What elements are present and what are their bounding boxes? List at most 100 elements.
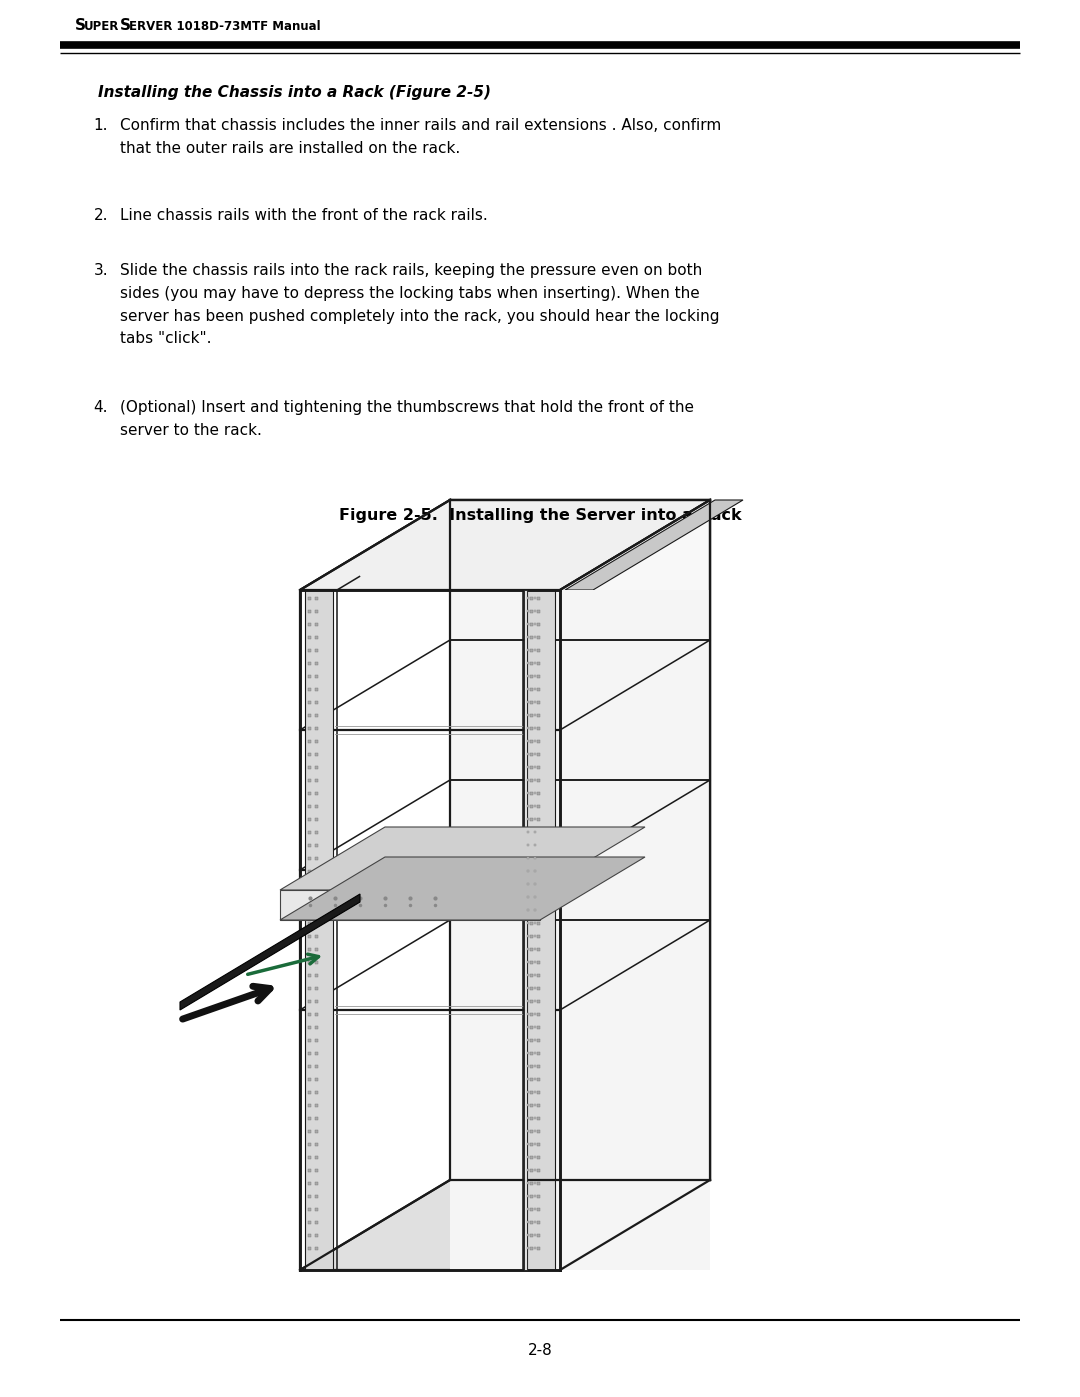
Bar [308, 999, 311, 1003]
Bar [534, 1104, 537, 1106]
Bar [529, 739, 532, 742]
Bar [308, 1168, 311, 1172]
Bar [308, 778, 311, 781]
Bar [527, 1104, 529, 1106]
Bar [527, 935, 529, 937]
Bar [534, 1000, 537, 1002]
Bar [534, 1208, 537, 1210]
Bar [537, 1091, 540, 1094]
Bar [314, 1091, 318, 1094]
Bar [537, 1025, 540, 1028]
Bar [534, 1077, 537, 1080]
Bar [534, 623, 537, 626]
Bar [529, 947, 532, 950]
Bar [529, 1234, 532, 1236]
Polygon shape [450, 590, 710, 731]
Bar [537, 817, 540, 820]
Bar [534, 1169, 537, 1171]
Polygon shape [300, 500, 710, 590]
Bar [314, 636, 318, 638]
Bar [529, 648, 532, 651]
Bar [534, 974, 537, 977]
Bar [537, 1038, 540, 1042]
Bar [527, 1039, 529, 1041]
Bar [529, 792, 532, 795]
Bar [314, 935, 318, 937]
Text: ERVER 1018D-73MTF Manual: ERVER 1018D-73MTF Manual [129, 20, 321, 34]
Bar [308, 908, 311, 911]
Bar [527, 1077, 529, 1080]
Bar [537, 1207, 540, 1210]
Bar [308, 986, 311, 989]
Bar [534, 662, 537, 664]
Bar [527, 1052, 529, 1055]
Bar [314, 844, 318, 847]
Bar [534, 636, 537, 638]
Bar [537, 908, 540, 911]
Bar [527, 1065, 529, 1067]
Bar [529, 1168, 532, 1172]
Bar [537, 687, 540, 690]
Bar [529, 662, 532, 665]
Bar [527, 1246, 529, 1249]
Bar [529, 1155, 532, 1158]
Bar [527, 675, 529, 678]
Bar [527, 1025, 529, 1028]
Bar [308, 1104, 311, 1106]
Bar [537, 883, 540, 886]
Polygon shape [280, 890, 540, 921]
Text: Installing the Chassis into a Rack (Figure 2-5): Installing the Chassis into a Rack (Figu… [98, 85, 491, 101]
Bar [529, 1025, 532, 1028]
Bar [314, 1194, 318, 1197]
Bar [314, 1104, 318, 1106]
Bar [527, 895, 529, 898]
Bar [308, 597, 311, 599]
Bar [534, 909, 537, 911]
Bar [527, 909, 529, 911]
Bar [537, 636, 540, 638]
Bar [529, 1194, 532, 1197]
Bar [537, 1104, 540, 1106]
Bar [527, 766, 529, 768]
Bar [537, 1065, 540, 1067]
Bar [534, 726, 537, 729]
Bar [308, 1246, 311, 1249]
Bar [534, 1221, 537, 1224]
Bar [529, 1077, 532, 1080]
Bar [534, 1039, 537, 1041]
Bar [308, 922, 311, 925]
Bar [534, 947, 537, 950]
Bar [529, 1013, 532, 1016]
Bar [314, 961, 318, 964]
Bar [537, 1246, 540, 1249]
Bar [529, 1182, 532, 1185]
Bar [308, 1143, 311, 1146]
Bar [529, 986, 532, 989]
Bar [534, 844, 537, 847]
Bar [308, 1207, 311, 1210]
Text: 2-8: 2-8 [528, 1343, 552, 1358]
Text: (Optional) Insert and tightening the thumbscrews that hold the front of the
serv: (Optional) Insert and tightening the thu… [120, 400, 694, 437]
Bar [314, 856, 318, 859]
Bar [529, 1052, 532, 1055]
Bar [308, 609, 311, 612]
Bar [534, 687, 537, 690]
Bar [534, 1130, 537, 1132]
Bar [529, 623, 532, 626]
Bar [308, 869, 311, 873]
Bar [308, 817, 311, 820]
Bar [314, 817, 318, 820]
Bar [534, 740, 537, 742]
Bar [314, 714, 318, 717]
Bar [529, 753, 532, 756]
Bar [537, 844, 540, 847]
Bar [534, 701, 537, 703]
Bar [308, 961, 311, 964]
Bar [314, 883, 318, 886]
Bar [534, 1065, 537, 1067]
Bar [527, 805, 529, 807]
Bar [529, 895, 532, 898]
Text: Slide the chassis rails into the rack rails, keeping the pressure even on both
s: Slide the chassis rails into the rack ra… [120, 263, 719, 346]
Bar [527, 1091, 529, 1094]
Bar [529, 1065, 532, 1067]
